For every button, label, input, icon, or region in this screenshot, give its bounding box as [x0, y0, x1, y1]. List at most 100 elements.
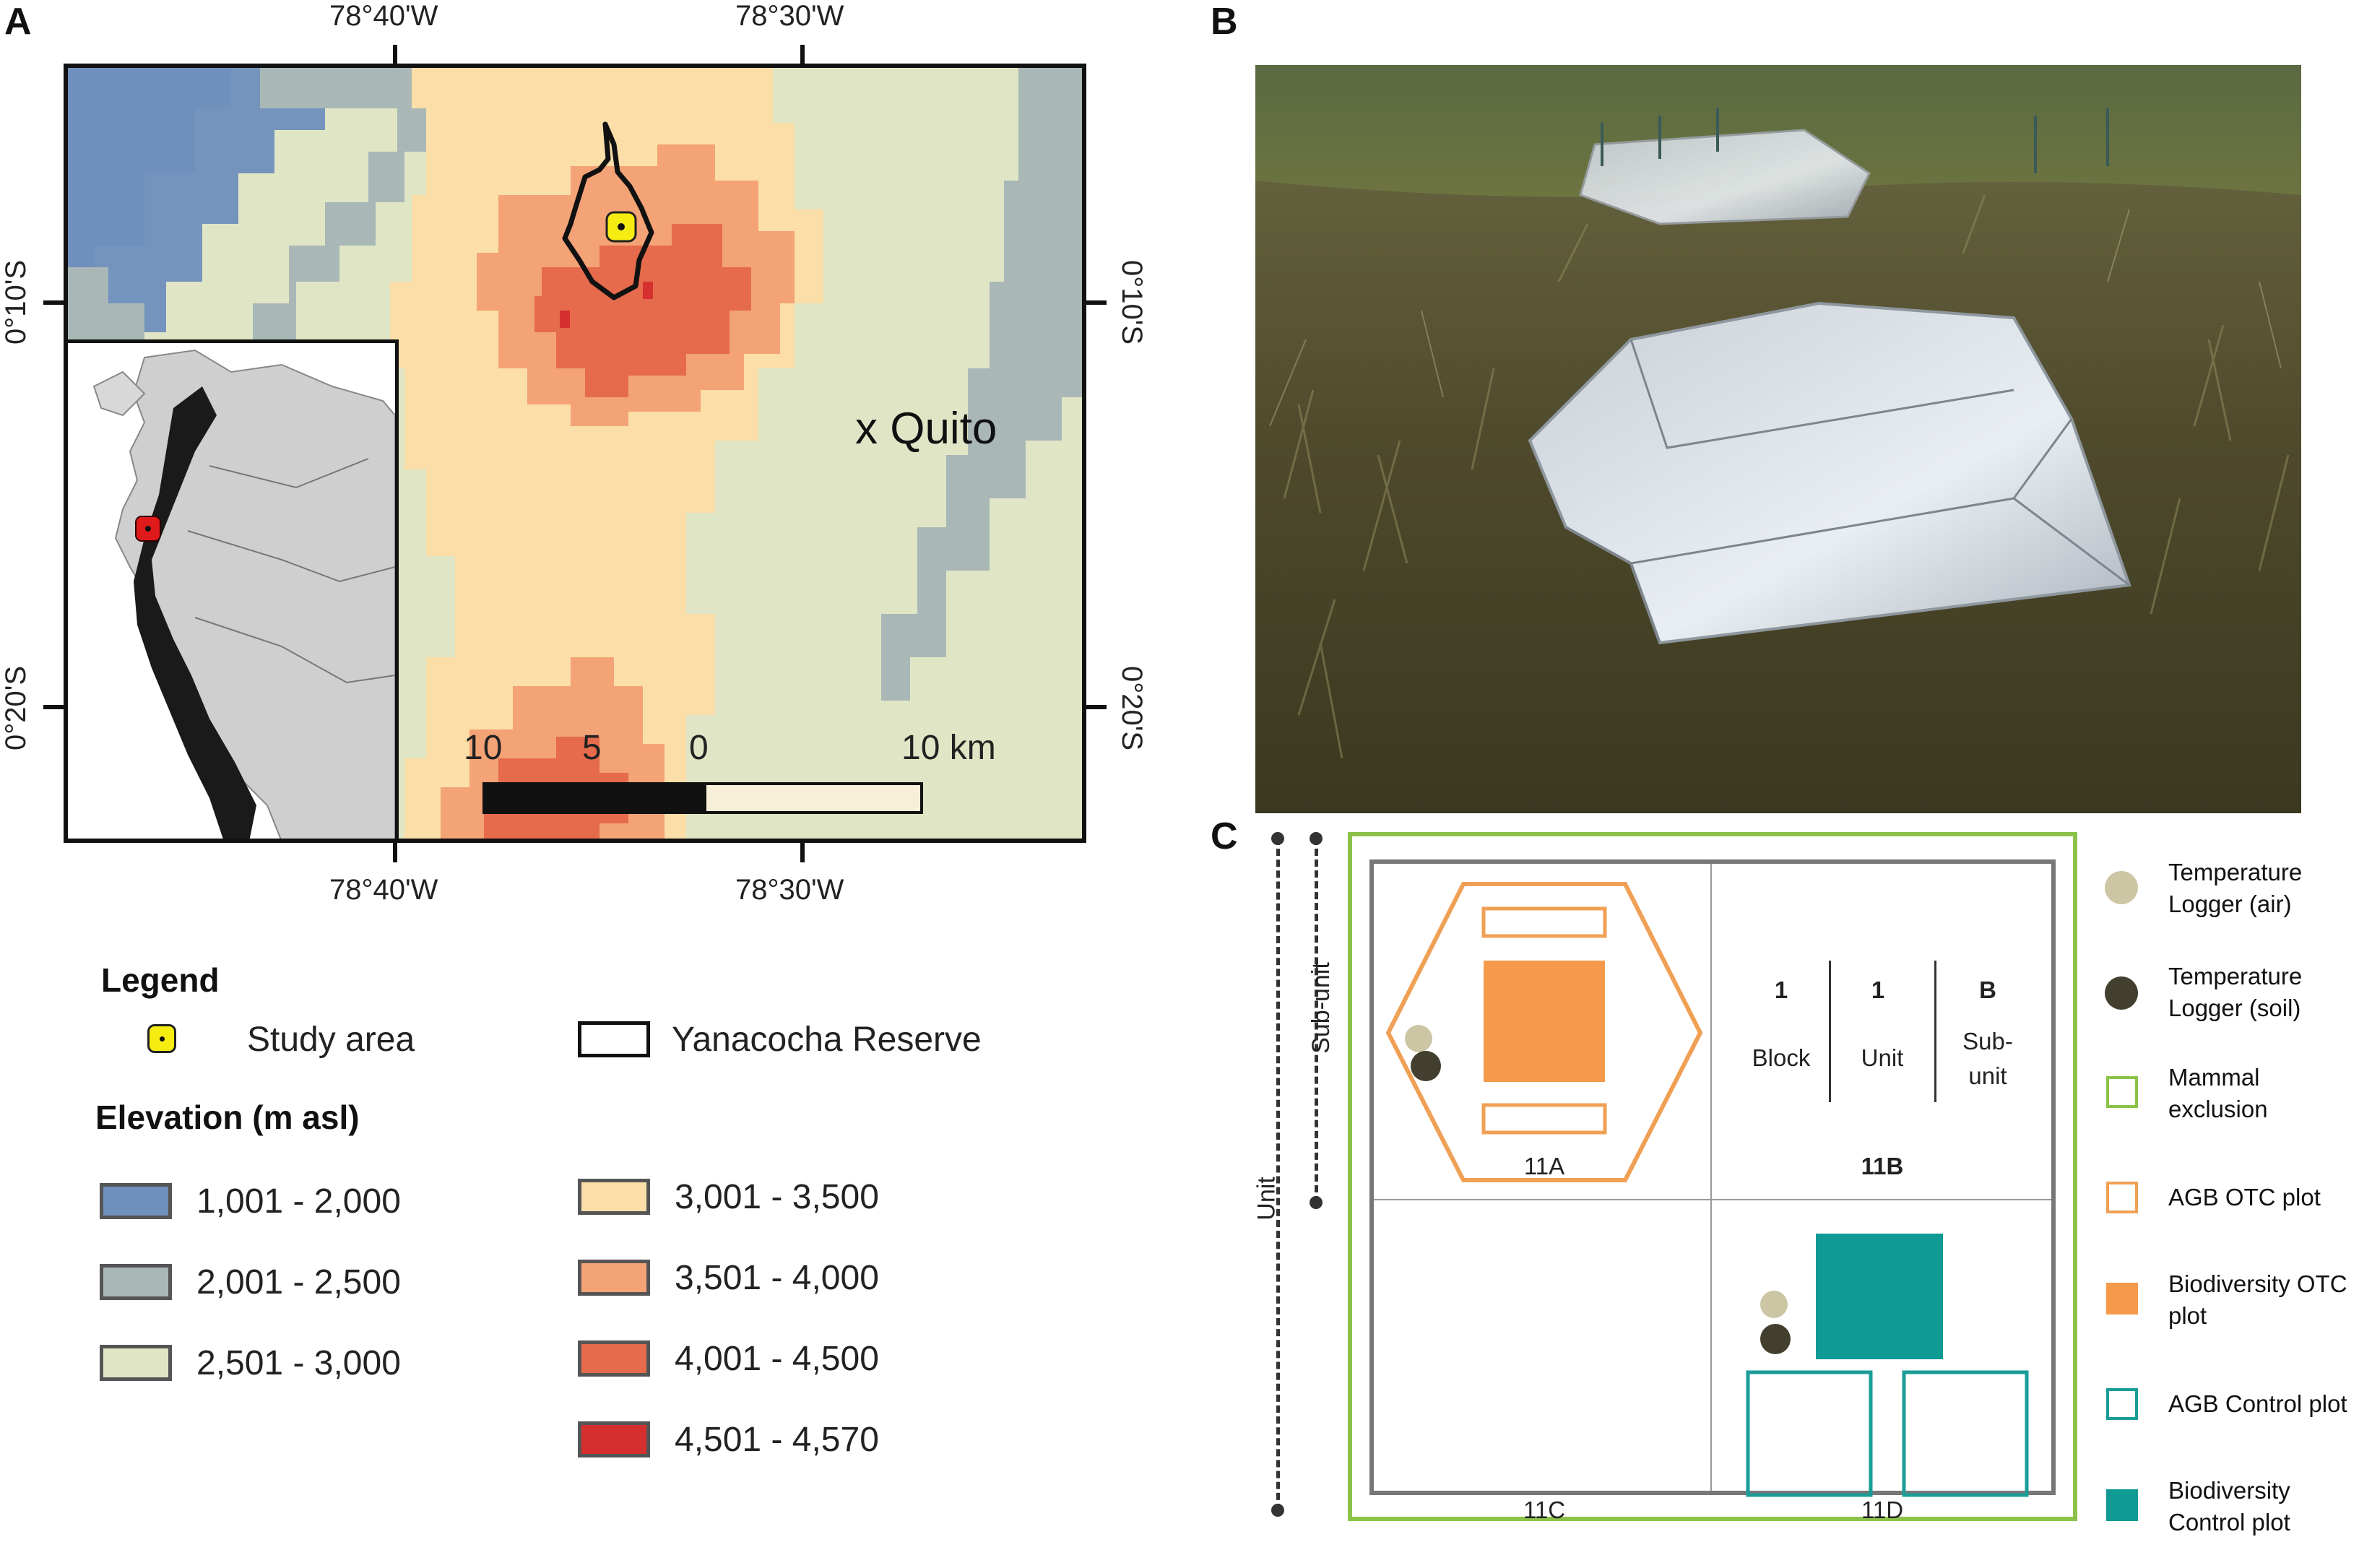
- unit-line-top-dot: [1271, 832, 1284, 845]
- legend-label-biodiversity-otc: Biodiversity OTC plot: [2168, 1270, 2347, 1329]
- lon-label-top-2: 78°30'W: [735, 0, 844, 32]
- subunit-line-bottom-dot: [1310, 1196, 1323, 1209]
- tick-bottom-2: [800, 841, 805, 862]
- tick-left-2: [43, 705, 65, 709]
- elevation-zone-2001-2500-a: [253, 65, 469, 339]
- tick-right-1: [1085, 300, 1107, 305]
- agb-control-plot-right: [1902, 1370, 2029, 1497]
- swatch-4001-4500: [578, 1340, 650, 1377]
- soil-logger-11d: [1760, 1324, 1791, 1354]
- legend-icon-mammal-exclusion: [2106, 1076, 2138, 1108]
- scale-bar: [482, 782, 923, 814]
- study-area-icon: [147, 1024, 176, 1053]
- header-unit-number: 1: [1871, 976, 1885, 1003]
- unit-dashed-line: [1276, 838, 1280, 1511]
- header-separator-1: [1829, 961, 1831, 1102]
- legend-label-agb-otc: AGB OTC plot: [2168, 1184, 2321, 1210]
- legend-label-air-logger: Temperature Logger (air): [2168, 859, 2303, 917]
- swatch-2501-3000: [100, 1345, 172, 1381]
- subunit-line-top-dot: [1310, 832, 1323, 845]
- cell-label-11d: 11D: [1861, 1496, 1904, 1523]
- label-2001-2500: 2,001 - 2,500: [196, 1263, 401, 1301]
- label-4501-4570: 4,501 - 4,570: [675, 1421, 879, 1459]
- biodiversity-control-plot: [1816, 1234, 1943, 1359]
- scale-label-5: 5: [582, 729, 602, 767]
- swatch-3501-4000: [578, 1260, 650, 1296]
- header-subunit-letter: B: [1979, 976, 1996, 1003]
- label-1001-2000: 1,001 - 2,000: [196, 1182, 401, 1221]
- quadrant-divider-horizontal: [1374, 1199, 2051, 1200]
- block-frame: [1369, 859, 2056, 1495]
- legend-title: Legend: [101, 961, 220, 999]
- inset-andes: [134, 386, 256, 841]
- map-frame: [64, 64, 1086, 843]
- soil-logger-11a: [1411, 1051, 1441, 1081]
- elevation-map: 10 5 0 10 km x Quito: [65, 65, 1085, 842]
- legend-icon-biodiversity-control: [2106, 1489, 2138, 1521]
- legend-label-agb-control: AGB Control plot: [2168, 1390, 2347, 1417]
- scale-label-10: 10: [464, 729, 503, 767]
- mammal-exclusion-frame: [1348, 832, 2077, 1521]
- elevation-zone-4501-4570-b: [643, 282, 653, 299]
- scale-label-10km: 10 km: [901, 729, 996, 767]
- otc-hexagon-outline: [1385, 882, 1703, 1182]
- header-unit-label: Unit: [1861, 1044, 1904, 1071]
- field-photo: [1255, 65, 2301, 813]
- unit-line-bottom-dot: [1271, 1504, 1284, 1517]
- photo-grass-texture: [1283, 194, 2290, 759]
- panel-label-b: B: [1211, 1, 1238, 43]
- inset-borders: [187, 458, 396, 684]
- photo-fence-posts: [1601, 108, 2109, 173]
- tick-top-1: [393, 45, 397, 66]
- legend-reserve-label: Yanacocha Reserve: [672, 1021, 982, 1059]
- photo-far-otc-chamber: [1579, 129, 1871, 225]
- lon-label-bottom-1: 78°40'W: [329, 874, 438, 906]
- swatch-2001-2500: [100, 1264, 172, 1300]
- header-block-label: Block: [1752, 1044, 1811, 1071]
- legend-label-biodiversity-control: Biodiversity Control plot: [2168, 1477, 2290, 1535]
- swatch-3001-3500: [578, 1179, 650, 1215]
- elevation-legend-title: Elevation (m asl): [95, 1099, 360, 1136]
- study-area-marker-dot: [618, 223, 625, 230]
- lat-label-right-1: 0°10'S: [1116, 259, 1148, 345]
- header-block-number: 1: [1774, 976, 1788, 1003]
- agb-otc-plot-top: [1481, 906, 1607, 938]
- inset-central-america: [92, 371, 146, 417]
- unit-side-label: Unit: [1252, 1177, 1281, 1221]
- swatch-4501-4570: [578, 1421, 650, 1457]
- reserve-icon: [578, 1021, 650, 1057]
- photo-chamber-edges: [1565, 339, 2130, 644]
- quadrant-divider-vertical: [1710, 864, 1712, 1491]
- inset-map-svg: [92, 349, 396, 842]
- otc-hexagon: [1385, 882, 1703, 1182]
- label-3001-3500: 3,001 - 3,500: [675, 1178, 879, 1216]
- photo-grass-highlights: [1269, 209, 2282, 615]
- legend-label-mammal-exclusion: Mammal exclusion: [2168, 1064, 2268, 1122]
- subunit-dashed-line: [1315, 838, 1318, 1203]
- city-label-quito: x Quito: [855, 404, 997, 454]
- inset-study-area-dot: [145, 526, 151, 532]
- legend-label-soil-logger: Temperature Logger (soil): [2168, 963, 2303, 1021]
- legend-study-area-label: Study area: [247, 1021, 415, 1059]
- tick-left-1: [43, 300, 65, 305]
- legend-icon-agb-control: [2106, 1388, 2138, 1420]
- label-3501-4000: 3,501 - 4,000: [675, 1259, 879, 1297]
- air-logger-11a: [1405, 1025, 1432, 1052]
- label-4001-4500: 4,001 - 4,500: [675, 1340, 879, 1378]
- panel-label-a: A: [4, 1, 32, 43]
- yanacocha-reserve-outline: [562, 121, 654, 300]
- swatch-1001-2000: [100, 1183, 172, 1219]
- legend-icon-air-logger: [2105, 871, 2138, 904]
- scale-bar-black-segment: [485, 785, 706, 811]
- elevation-zone-4501-4570-a: [560, 311, 570, 328]
- tick-bottom-1: [393, 841, 397, 862]
- cell-label-11c: 11C: [1523, 1496, 1566, 1523]
- lon-label-bottom-2: 78°30'W: [735, 874, 844, 906]
- lat-label-left-1: 0°10'S: [0, 259, 33, 345]
- tick-right-2: [1085, 705, 1107, 709]
- lon-label-top-1: 78°40'W: [329, 0, 438, 32]
- elevation-zone-2001-2500-b: [65, 267, 144, 339]
- legend-icon-agb-otc: [2106, 1182, 2138, 1213]
- field-photo-svg: [1255, 65, 2301, 813]
- agb-otc-plot-bottom: [1481, 1103, 1607, 1135]
